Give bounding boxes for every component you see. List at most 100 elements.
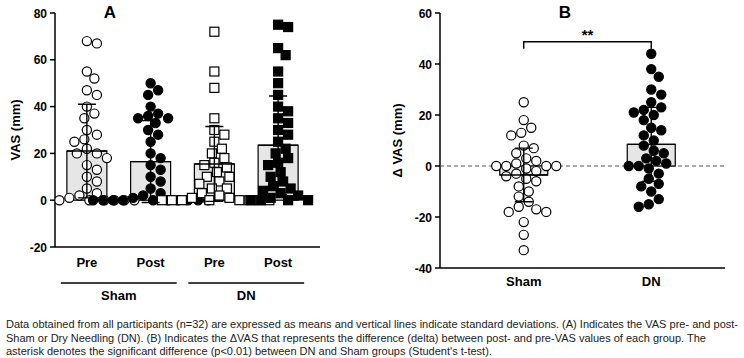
point — [502, 172, 511, 181]
point — [634, 161, 643, 170]
point — [644, 164, 653, 173]
point — [274, 79, 283, 88]
mean-line — [67, 150, 107, 151]
point — [146, 102, 155, 111]
y-tick — [50, 106, 55, 108]
point — [134, 114, 143, 123]
y-tick — [435, 12, 440, 14]
point — [195, 179, 204, 188]
point — [156, 165, 165, 174]
point — [82, 86, 91, 95]
y-tick-label: 40 — [34, 100, 48, 114]
group-line — [61, 282, 177, 283]
y-tick-label: -40 — [415, 262, 433, 276]
point — [102, 153, 111, 162]
point — [154, 86, 163, 95]
point — [215, 191, 224, 200]
x-tick-label: Pre — [204, 255, 225, 270]
point — [647, 65, 656, 74]
point — [90, 109, 99, 118]
point — [294, 191, 303, 200]
point — [284, 196, 293, 205]
point — [139, 191, 148, 200]
y-tick — [435, 63, 440, 65]
panel-title: A — [104, 3, 116, 22]
point — [512, 169, 521, 178]
point — [654, 169, 663, 178]
point — [90, 74, 99, 83]
point — [129, 193, 138, 202]
point — [89, 196, 98, 205]
point — [659, 149, 668, 158]
point — [542, 207, 551, 216]
point — [657, 90, 666, 99]
point — [652, 156, 661, 165]
point — [266, 172, 275, 181]
point — [639, 141, 648, 150]
point — [92, 165, 101, 174]
point — [92, 149, 101, 158]
point — [144, 90, 153, 99]
point — [92, 90, 101, 99]
point — [225, 172, 234, 181]
significance-bracket — [524, 42, 652, 49]
point — [284, 118, 293, 127]
y-axis-line — [439, 13, 441, 268]
x-axis-line — [440, 267, 725, 269]
point — [167, 196, 176, 205]
x-tick-label: Post — [137, 255, 166, 270]
point — [504, 207, 513, 216]
y-axis-line — [54, 13, 56, 247]
point — [246, 196, 255, 205]
point — [284, 107, 293, 116]
point — [517, 128, 526, 137]
point — [80, 114, 89, 123]
mean-line — [258, 145, 298, 146]
point — [514, 202, 523, 211]
figure: AVAS (mm)-20020406080PrePostPrePostShamD… — [0, 0, 744, 318]
point — [519, 230, 528, 239]
point — [92, 177, 101, 186]
point — [639, 116, 648, 125]
point — [642, 154, 651, 163]
x-tick-label: Post — [264, 255, 293, 270]
y-tick-label: -20 — [415, 211, 433, 225]
point — [210, 67, 219, 76]
y-tick-label: 60 — [419, 7, 433, 21]
y-tick — [50, 199, 55, 201]
point — [284, 130, 293, 139]
point — [75, 191, 84, 200]
point — [657, 126, 666, 135]
point — [164, 114, 173, 123]
point — [225, 193, 234, 202]
panel-1: BΔ VAS (mm)-40-200204060ShamDN** — [390, 3, 725, 289]
point — [92, 39, 101, 48]
point — [519, 246, 528, 255]
y-tick-label: 20 — [419, 109, 433, 123]
point — [654, 195, 663, 204]
point — [220, 130, 229, 139]
y-tick-label: -20 — [30, 241, 48, 255]
point — [144, 125, 153, 134]
point — [629, 108, 638, 117]
group-line — [188, 282, 304, 283]
point — [644, 200, 653, 209]
point — [70, 137, 79, 146]
point — [220, 154, 229, 163]
point — [647, 98, 656, 107]
point — [109, 196, 118, 205]
point — [264, 161, 273, 170]
point — [149, 196, 158, 205]
y-axis-label: VAS (mm) — [8, 99, 23, 160]
mean-line — [500, 174, 548, 175]
point — [514, 192, 523, 201]
point — [146, 79, 155, 88]
point — [210, 27, 219, 36]
point — [281, 51, 290, 60]
point — [647, 49, 656, 58]
point — [542, 161, 551, 170]
panel-title: B — [559, 3, 571, 22]
y-tick-label: 60 — [34, 53, 48, 67]
y-tick-label: 80 — [34, 7, 48, 21]
y-tick — [435, 165, 440, 167]
